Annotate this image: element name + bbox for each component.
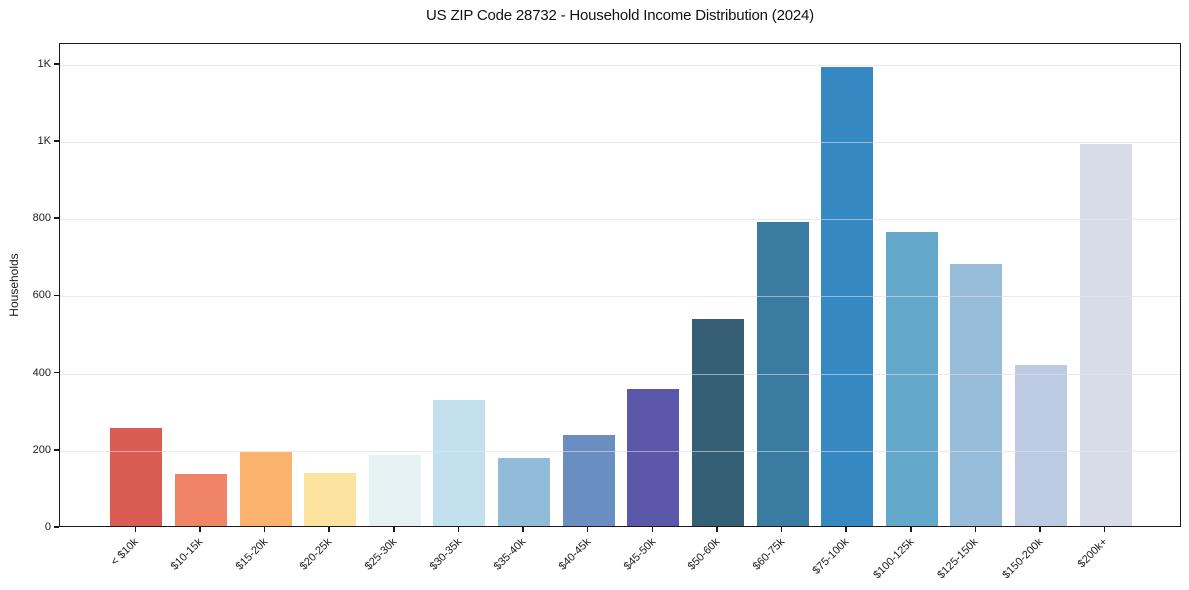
- grid-line-overlay: [60, 142, 1180, 144]
- x-tick-label-text: $40-45k: [556, 536, 594, 573]
- x-tick-label-text: $20-25k: [298, 536, 335, 573]
- x-tick-label-text: $150-200k: [1000, 536, 1046, 582]
- x-tick-label-text: < $10k: [108, 536, 141, 569]
- bar-$35-40k: [498, 458, 551, 526]
- y-tick-label: 800: [32, 212, 51, 225]
- x-tick-label-text: $35-40k: [491, 536, 529, 573]
- x-tick-mark: [1103, 527, 1106, 532]
- x-tick-mark: [910, 527, 912, 532]
- y-tick-mark: [54, 63, 59, 65]
- x-tick-mark: [393, 527, 395, 532]
- bar-$150-200k: [1015, 365, 1068, 526]
- bar-$200k+: [1079, 144, 1132, 526]
- x-tick-mark: [651, 527, 654, 532]
- y-tick-mark: [54, 140, 59, 142]
- y-tick-mark: [54, 526, 59, 528]
- bar-$25-30k: [368, 454, 421, 526]
- grid-line-overlay: [60, 373, 1180, 375]
- grid-line-overlay: [60, 450, 1180, 452]
- x-tick-mark: [845, 527, 847, 532]
- x-tick-mark: [974, 527, 977, 532]
- bar-< $10k: [110, 428, 163, 526]
- bar-$10-15k: [174, 473, 227, 526]
- x-tick-mark: [586, 527, 589, 532]
- x-tick-label-text: $45-50k: [621, 536, 658, 573]
- bar-$45-50k: [627, 389, 680, 526]
- x-tick-mark: [716, 527, 718, 532]
- x-tick-label-text: $125-150k: [935, 536, 981, 582]
- x-tick-label-text: $25-30k: [362, 536, 400, 573]
- y-tick-label: 1K: [37, 57, 51, 70]
- bar-$30-35k: [433, 399, 486, 526]
- x-tick-label-text: $100-125k: [871, 536, 917, 582]
- x-tick-label-text: $15-20k: [233, 536, 271, 573]
- x-tick-label-text: $200k+: [1075, 536, 1111, 571]
- y-tick-label: 400: [32, 366, 51, 379]
- x-tick-mark: [199, 527, 201, 532]
- y-tick-label: 0: [44, 521, 51, 533]
- bar-$50-60k: [691, 319, 744, 526]
- grid-line-overlay: [60, 296, 1180, 298]
- bar-$125-150k: [950, 264, 1003, 526]
- x-tick-mark: [1039, 527, 1041, 532]
- x-tick-mark: [522, 527, 524, 532]
- y-axis-label: Households: [7, 253, 21, 317]
- x-tick-mark: [263, 527, 266, 532]
- bar-$15-20k: [239, 451, 292, 526]
- x-tick-label-text: $75-100k: [810, 536, 852, 577]
- y-tick-label: 200: [32, 443, 51, 456]
- y-tick-mark: [54, 294, 59, 297]
- plot-area: [59, 43, 1181, 527]
- y-tick-mark: [54, 449, 59, 451]
- y-tick-label: 1K: [37, 135, 51, 148]
- y-tick-mark: [54, 217, 59, 220]
- x-tick-label-text: $30-35k: [427, 536, 464, 573]
- x-tick-label-text: $50-60k: [685, 536, 723, 573]
- x-tick-mark: [328, 527, 330, 532]
- grid-line-overlay: [60, 219, 1180, 221]
- y-tick-mark: [54, 371, 59, 374]
- chart-title: US ZIP Code 28732 - Household Income Dis…: [426, 7, 814, 24]
- x-tick-mark: [134, 527, 137, 532]
- bar-$40-45k: [562, 434, 615, 526]
- grid-line-overlay: [60, 64, 1180, 66]
- x-tick-label-text: $10-15k: [168, 536, 206, 573]
- x-tick-label-text: $60-75k: [750, 536, 788, 573]
- y-tick-label: 600: [32, 289, 51, 302]
- bar-$100-125k: [885, 231, 938, 526]
- bar-$20-25k: [304, 473, 357, 526]
- x-tick-mark: [457, 527, 460, 532]
- x-tick-mark: [780, 527, 783, 532]
